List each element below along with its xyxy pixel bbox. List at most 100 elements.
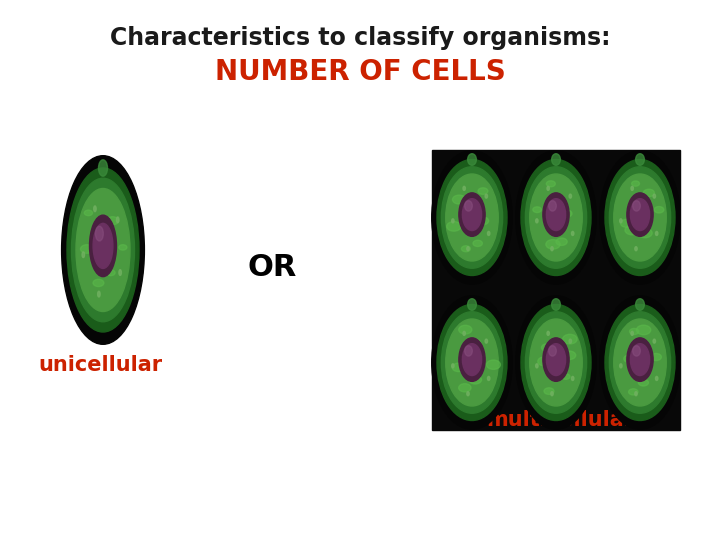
Ellipse shape	[636, 299, 644, 310]
Ellipse shape	[462, 343, 482, 375]
Ellipse shape	[629, 328, 639, 334]
Ellipse shape	[627, 193, 653, 237]
Ellipse shape	[469, 376, 482, 384]
Ellipse shape	[487, 232, 490, 235]
Ellipse shape	[613, 319, 666, 406]
Ellipse shape	[467, 299, 477, 310]
Ellipse shape	[477, 217, 489, 225]
Bar	[432, 285, 680, 295]
Ellipse shape	[521, 159, 591, 275]
Ellipse shape	[463, 186, 465, 191]
Ellipse shape	[653, 339, 655, 343]
Ellipse shape	[536, 219, 538, 223]
Ellipse shape	[81, 245, 94, 253]
Ellipse shape	[544, 388, 554, 394]
Ellipse shape	[631, 343, 649, 375]
Ellipse shape	[635, 247, 637, 251]
Ellipse shape	[552, 299, 560, 310]
Ellipse shape	[93, 279, 104, 287]
Ellipse shape	[451, 364, 454, 368]
Ellipse shape	[452, 195, 466, 204]
Ellipse shape	[516, 151, 596, 284]
Ellipse shape	[551, 247, 553, 251]
Ellipse shape	[651, 353, 662, 361]
Ellipse shape	[99, 160, 107, 176]
Ellipse shape	[600, 151, 680, 284]
Ellipse shape	[638, 228, 652, 238]
Ellipse shape	[605, 159, 675, 275]
Ellipse shape	[432, 151, 512, 284]
Ellipse shape	[437, 305, 507, 421]
Ellipse shape	[526, 312, 587, 413]
Ellipse shape	[96, 226, 104, 241]
Ellipse shape	[572, 232, 574, 235]
Ellipse shape	[631, 199, 649, 231]
Ellipse shape	[609, 167, 670, 268]
Ellipse shape	[552, 154, 560, 165]
Ellipse shape	[452, 363, 465, 372]
Ellipse shape	[473, 240, 482, 246]
Ellipse shape	[541, 344, 553, 352]
Ellipse shape	[446, 174, 498, 261]
Ellipse shape	[635, 392, 637, 396]
Ellipse shape	[468, 339, 481, 347]
Ellipse shape	[629, 389, 638, 395]
Ellipse shape	[636, 325, 651, 335]
Ellipse shape	[543, 338, 569, 381]
Ellipse shape	[119, 245, 127, 250]
Ellipse shape	[569, 339, 572, 343]
Ellipse shape	[459, 338, 485, 381]
Ellipse shape	[631, 186, 634, 191]
Ellipse shape	[107, 217, 119, 225]
Text: NUMBER OF CELLS: NUMBER OF CELLS	[215, 58, 505, 86]
Ellipse shape	[546, 240, 560, 249]
Text: multicellular: multicellular	[486, 410, 634, 430]
Ellipse shape	[655, 232, 658, 235]
Ellipse shape	[478, 188, 488, 194]
Ellipse shape	[462, 246, 470, 252]
Ellipse shape	[89, 215, 117, 276]
Ellipse shape	[549, 346, 557, 356]
Ellipse shape	[563, 351, 576, 360]
Ellipse shape	[71, 178, 135, 322]
Ellipse shape	[561, 210, 572, 217]
Ellipse shape	[98, 291, 100, 297]
Ellipse shape	[459, 383, 471, 392]
Ellipse shape	[94, 206, 96, 212]
Ellipse shape	[530, 174, 582, 261]
Ellipse shape	[530, 319, 582, 406]
Text: Characteristics to classify organisms:: Characteristics to classify organisms:	[109, 26, 611, 50]
Ellipse shape	[543, 193, 569, 237]
Ellipse shape	[67, 168, 139, 332]
Ellipse shape	[441, 167, 503, 268]
Ellipse shape	[485, 339, 487, 343]
Ellipse shape	[467, 247, 469, 251]
Ellipse shape	[653, 194, 655, 198]
Ellipse shape	[605, 305, 675, 421]
Ellipse shape	[464, 201, 472, 211]
Ellipse shape	[62, 156, 145, 345]
Ellipse shape	[516, 296, 596, 429]
Ellipse shape	[562, 374, 570, 380]
Ellipse shape	[117, 217, 119, 222]
FancyBboxPatch shape	[432, 150, 680, 430]
Ellipse shape	[558, 200, 567, 206]
Ellipse shape	[107, 270, 115, 275]
Ellipse shape	[432, 296, 512, 429]
Ellipse shape	[636, 154, 644, 165]
Ellipse shape	[451, 219, 454, 223]
Ellipse shape	[569, 194, 572, 198]
Ellipse shape	[633, 201, 640, 211]
Ellipse shape	[631, 332, 634, 335]
Ellipse shape	[546, 343, 566, 375]
Ellipse shape	[538, 357, 552, 366]
Ellipse shape	[621, 219, 632, 227]
Ellipse shape	[536, 364, 538, 368]
Ellipse shape	[459, 325, 472, 334]
Ellipse shape	[655, 376, 658, 381]
Ellipse shape	[76, 188, 130, 312]
Ellipse shape	[625, 225, 639, 235]
Ellipse shape	[546, 199, 566, 231]
Ellipse shape	[654, 206, 664, 213]
Ellipse shape	[441, 312, 503, 413]
